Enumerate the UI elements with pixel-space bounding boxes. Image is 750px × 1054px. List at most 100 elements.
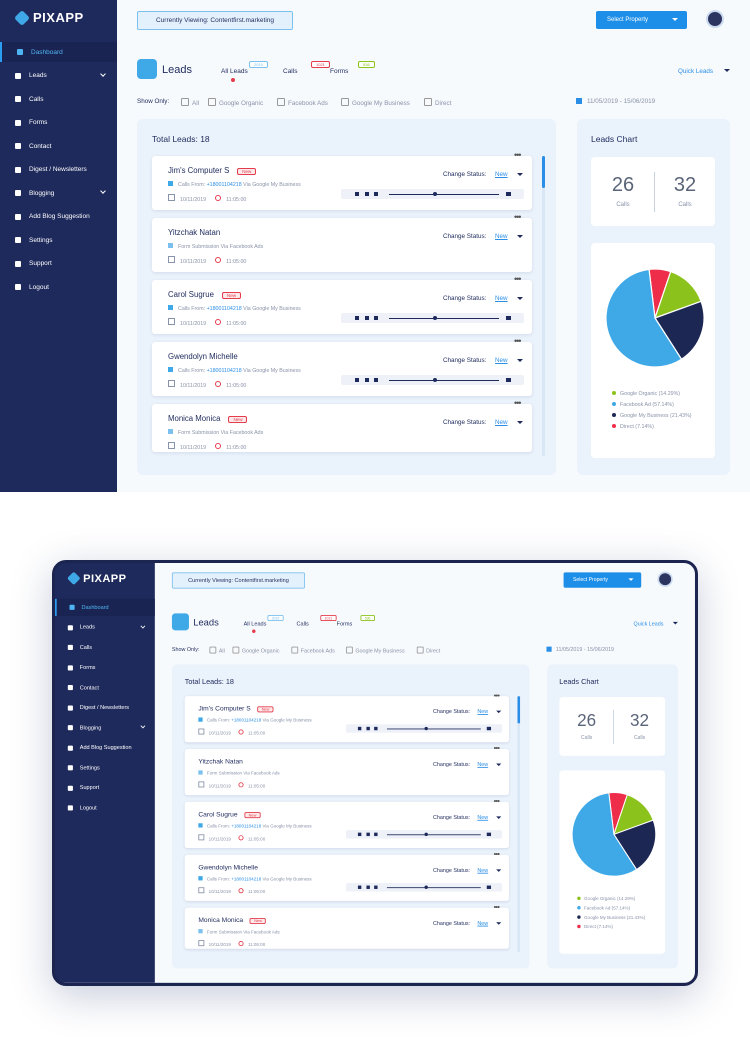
more-menu[interactable]: ••• <box>514 398 522 408</box>
more-menu[interactable]: ••• <box>493 902 500 912</box>
status[interactable]: New <box>477 920 489 927</box>
nav-item[interactable]: Dashboard <box>55 598 155 616</box>
player-button[interactable] <box>374 378 378 382</box>
caret[interactable] <box>496 869 502 874</box>
caret[interactable] <box>517 359 523 365</box>
player-button[interactable] <box>374 316 378 320</box>
nav-item[interactable]: Logout <box>0 277 117 297</box>
phone[interactable]: +18001104218 <box>206 368 242 374</box>
nav-item[interactable]: Calls <box>55 639 155 656</box>
checkbox[interactable] <box>416 646 424 654</box>
phone[interactable]: +18001104218 <box>231 718 262 724</box>
select-property[interactable]: Select Property <box>563 572 642 588</box>
player-button[interactable] <box>366 726 370 731</box>
filter-option[interactable]: Direct <box>424 98 451 107</box>
audio-player[interactable] <box>345 830 503 839</box>
status[interactable]: New <box>477 814 489 821</box>
phone[interactable]: +18001104218 <box>231 877 262 883</box>
pie-slice[interactable] <box>613 819 657 871</box>
player-button[interactable] <box>365 192 369 196</box>
lead-card[interactable]: Monica Monica New Form Submission Via Face… <box>152 398 532 452</box>
filter-option[interactable]: All <box>181 98 199 107</box>
filter-option[interactable]: Google My Business <box>341 98 410 107</box>
tab[interactable]: Forms <box>336 621 353 627</box>
tab[interactable]: Calls <box>283 68 298 75</box>
avatar[interactable] <box>706 10 724 28</box>
filter-option[interactable]: Direct <box>416 646 440 654</box>
progress-knob[interactable] <box>433 378 437 382</box>
player-button[interactable] <box>355 316 359 320</box>
phone[interactable]: +18001104218 <box>206 182 242 188</box>
checkbox[interactable] <box>209 646 217 654</box>
nav-item[interactable]: Leads <box>0 66 117 86</box>
filter-option[interactable]: Facebook Ads <box>277 98 328 107</box>
volume[interactable] <box>486 832 492 837</box>
pie-slice[interactable] <box>605 268 683 368</box>
progress-knob[interactable] <box>433 316 437 320</box>
checkbox[interactable] <box>181 98 189 106</box>
lead-card[interactable]: Yitzchak Natan Form Submission Via Facebo… <box>184 744 509 796</box>
caret[interactable] <box>496 816 502 821</box>
checkbox[interactable] <box>291 646 299 654</box>
nav-item[interactable]: Logout <box>55 799 155 816</box>
filter-option[interactable]: Google Organic <box>208 98 263 107</box>
caret[interactable] <box>517 235 523 241</box>
lead-card[interactable]: Gwendolyn Michelle Calls From: +180011042… <box>184 850 509 901</box>
progress-knob[interactable] <box>433 192 437 196</box>
filter-option[interactable]: Google My Business <box>345 646 405 654</box>
caret[interactable] <box>496 922 502 927</box>
player-button[interactable] <box>366 832 370 837</box>
status[interactable]: New <box>495 171 508 178</box>
lead-card[interactable]: Jim's Computer S New Calls From: +18001104… <box>184 691 509 743</box>
pie-slice[interactable] <box>654 300 705 361</box>
volume[interactable] <box>486 726 492 731</box>
player-button[interactable] <box>357 832 362 837</box>
filter-option[interactable]: Google Organic <box>232 646 280 654</box>
checkbox[interactable] <box>232 646 240 654</box>
player-button[interactable] <box>374 192 378 196</box>
volume[interactable] <box>486 885 492 889</box>
player-button[interactable] <box>366 885 370 889</box>
audio-player[interactable] <box>341 375 524 385</box>
tab[interactable]: Calls <box>296 621 309 627</box>
lead-card[interactable]: Carol Sugrue New Calls From: +18001104218 … <box>152 274 532 334</box>
nav-item[interactable]: Forms <box>0 113 117 133</box>
nav-item[interactable]: Settings <box>55 759 155 776</box>
checkbox[interactable] <box>424 98 432 106</box>
checkbox[interactable] <box>208 98 216 106</box>
more-menu[interactable]: ••• <box>493 849 500 859</box>
nav-item[interactable]: Forms <box>55 659 155 676</box>
lead-card[interactable]: Monica Monica New Form Submission Via Face… <box>184 903 509 949</box>
more-menu[interactable]: ••• <box>514 274 522 284</box>
more-menu[interactable]: ••• <box>514 212 522 222</box>
nav-item[interactable]: Support <box>0 254 117 274</box>
lead-card[interactable]: Carol Sugrue New Calls From: +18001104218 … <box>184 797 509 849</box>
nav-item[interactable]: Blogging <box>55 719 155 736</box>
nav-item[interactable]: Contact <box>55 679 155 696</box>
more-menu[interactable]: ••• <box>514 150 522 160</box>
status[interactable]: New <box>495 419 508 426</box>
more-menu[interactable]: ••• <box>493 743 500 753</box>
tab[interactable]: All Leads <box>243 621 267 627</box>
status[interactable]: New <box>477 867 489 874</box>
more-menu[interactable]: ••• <box>493 690 500 700</box>
player-button[interactable] <box>357 885 362 889</box>
nav-item[interactable]: Calls <box>0 89 117 109</box>
nav-item[interactable]: Digest / Newsletters <box>55 699 155 716</box>
progress-knob[interactable] <box>424 726 428 731</box>
player-button[interactable] <box>374 726 378 731</box>
player-button[interactable] <box>374 885 378 889</box>
nav-item[interactable]: Settings <box>0 230 117 250</box>
status[interactable]: New <box>495 233 508 240</box>
filter-option[interactable]: All <box>209 646 225 654</box>
caret[interactable] <box>517 297 523 303</box>
more-menu[interactable]: ••• <box>493 796 500 806</box>
tab[interactable]: Forms <box>330 68 349 75</box>
status[interactable]: New <box>477 708 489 715</box>
player-button[interactable] <box>365 378 369 382</box>
progress-knob[interactable] <box>424 885 428 889</box>
audio-player[interactable] <box>345 724 503 733</box>
more-menu[interactable]: ••• <box>514 336 522 346</box>
pie-slice[interactable] <box>571 792 638 877</box>
phone[interactable]: +18001104218 <box>231 824 262 830</box>
